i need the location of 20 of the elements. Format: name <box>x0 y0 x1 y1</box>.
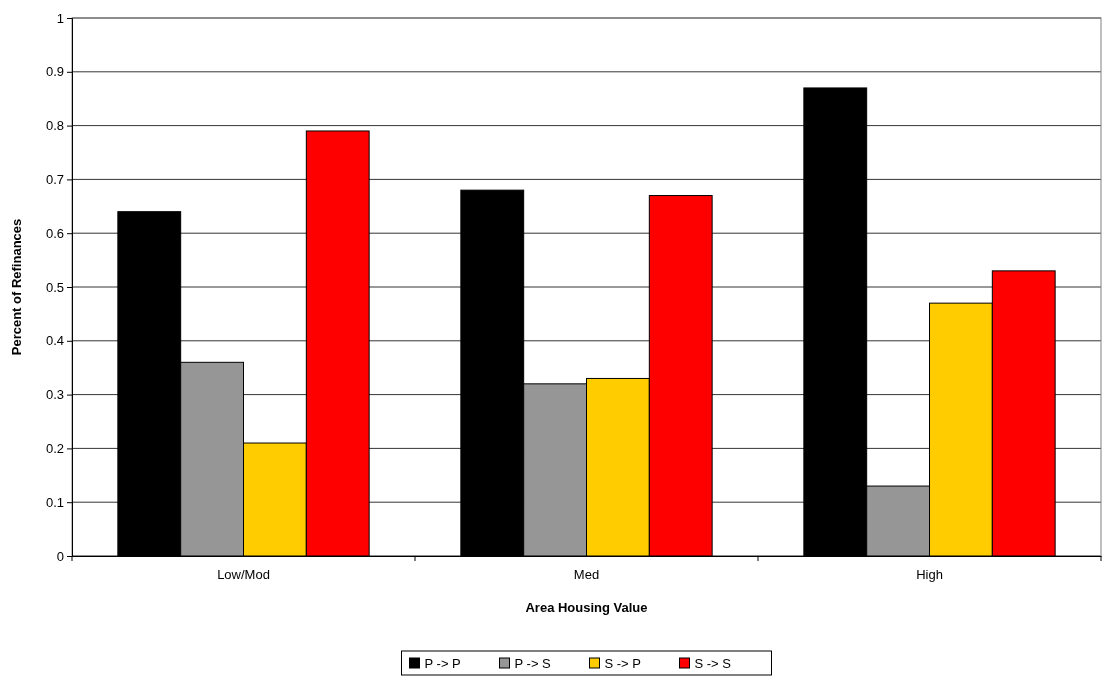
y-tick-label: 0.5 <box>45 279 64 295</box>
y-tick-label: 0.3 <box>45 387 64 403</box>
y-tick-label: 0.4 <box>45 333 64 349</box>
y-tick-label: 1 <box>56 10 64 26</box>
y-tick-label: 0 <box>56 548 64 564</box>
legend-label: P -> P <box>424 656 461 671</box>
legend-label: S -> P <box>604 656 641 671</box>
x-tick-label: High <box>916 567 943 583</box>
x-tick-label: Low/Mod <box>217 567 270 583</box>
y-axis-title: Percent of Refinances <box>9 218 24 356</box>
y-tick-label: 0.9 <box>45 64 64 80</box>
legend-label: S -> S <box>694 656 732 671</box>
y-tick-label: 0.8 <box>45 118 64 134</box>
y-tick-label: 0.7 <box>45 172 64 188</box>
x-axis-title: Area Housing Value <box>525 600 648 615</box>
legend-label: P -> S <box>514 656 552 671</box>
y-tick-label: 0.6 <box>45 225 64 241</box>
y-tick-label: 0.2 <box>45 441 64 457</box>
x-tick-label: Med <box>573 567 600 583</box>
y-tick-label: 0.1 <box>45 494 64 510</box>
